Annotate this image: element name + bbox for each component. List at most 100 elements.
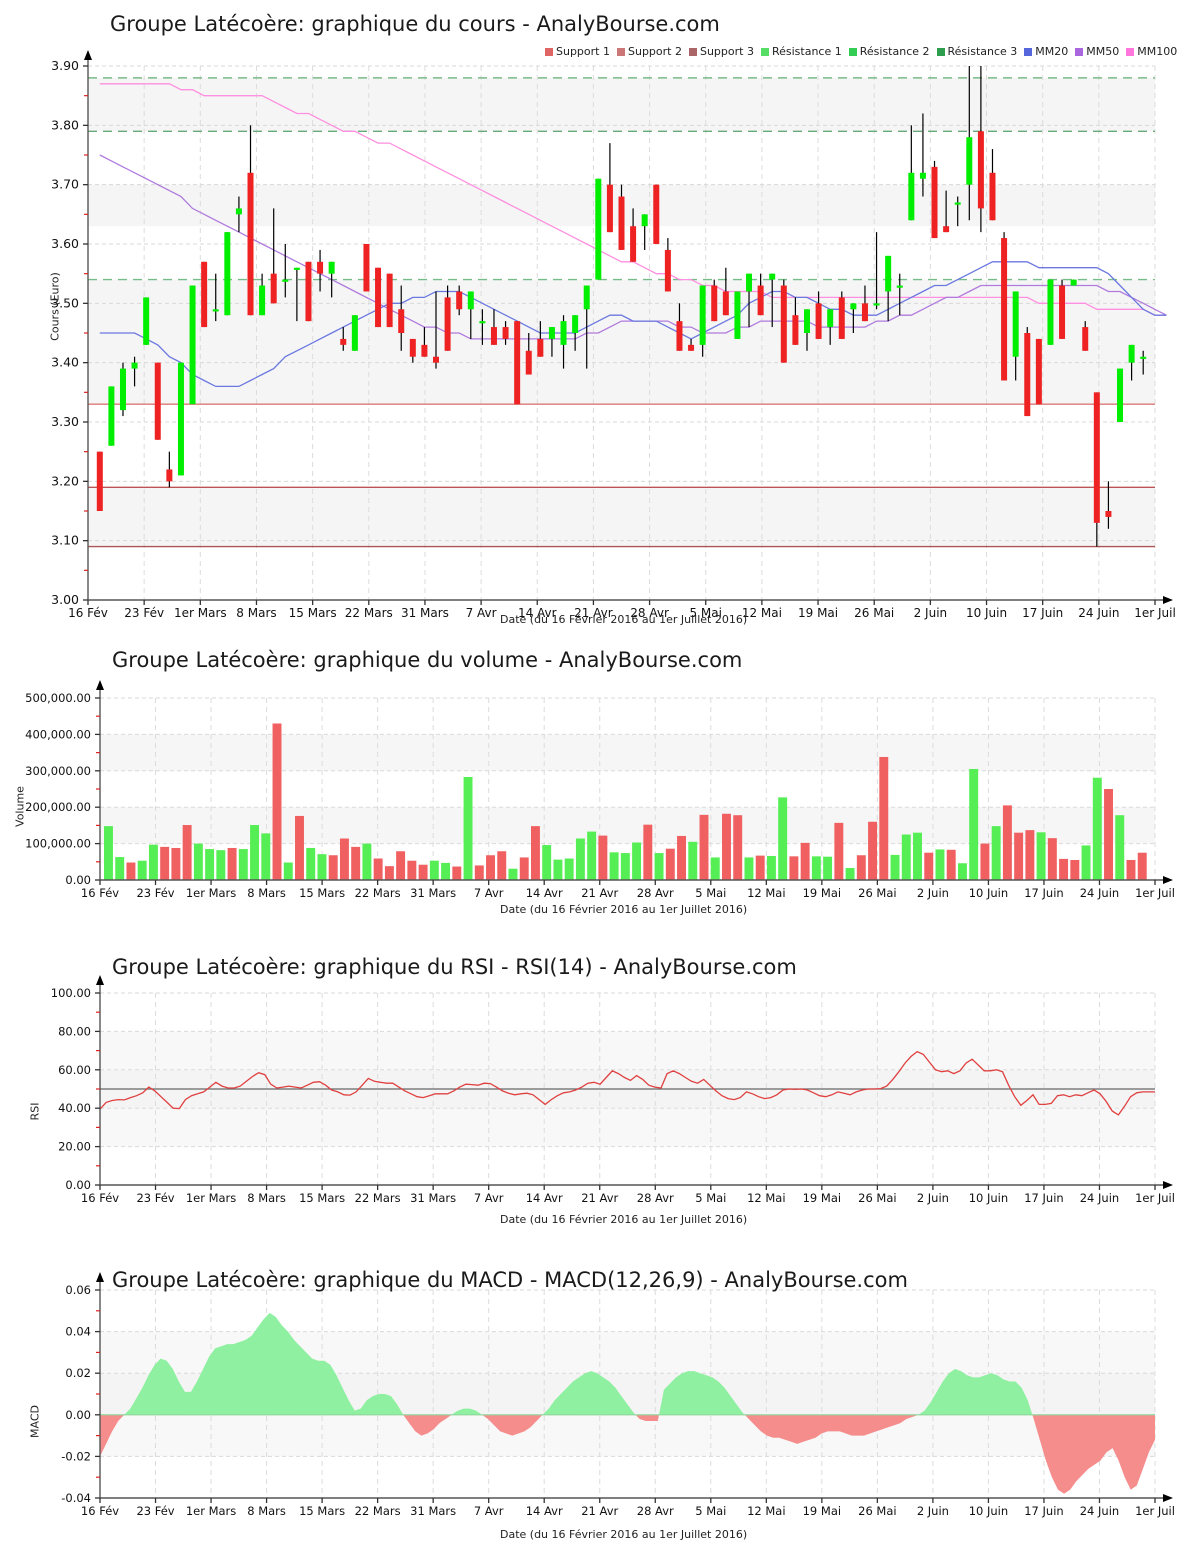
volume-bar[interactable] [890, 854, 900, 880]
candle[interactable] [363, 244, 370, 292]
candle[interactable] [433, 291, 440, 369]
volume-bar[interactable] [969, 768, 979, 880]
volume-bar[interactable] [497, 851, 507, 880]
candle[interactable] [606, 143, 613, 233]
volume-bar[interactable] [598, 835, 608, 880]
volume-bar[interactable] [935, 849, 945, 880]
volume-bar[interactable] [654, 853, 664, 880]
volume-bar[interactable] [137, 860, 147, 880]
volume-bar[interactable] [126, 862, 136, 880]
volume-bar[interactable] [632, 842, 642, 880]
volume-bar[interactable] [261, 833, 271, 880]
volume-bar[interactable] [1092, 777, 1102, 880]
candle[interactable] [456, 285, 463, 316]
candle[interactable] [583, 285, 590, 369]
volume-bar[interactable] [384, 866, 394, 880]
candle[interactable] [943, 190, 950, 233]
volume-bar[interactable] [407, 860, 417, 880]
volume-bar[interactable] [789, 856, 799, 880]
candle[interactable] [259, 273, 266, 316]
candle[interactable] [560, 315, 567, 369]
volume-bar[interactable] [800, 842, 810, 880]
legend-item-support-1[interactable]: Support 1 [545, 45, 610, 58]
volume-bar[interactable] [216, 850, 226, 880]
candle[interactable] [177, 362, 184, 476]
volume-bar[interactable] [328, 855, 338, 880]
volume-bar[interactable] [182, 825, 192, 880]
candle[interactable] [525, 333, 532, 375]
legend-item-mm20[interactable]: MM20 [1024, 45, 1068, 58]
candle[interactable] [398, 285, 405, 351]
volume-bar[interactable] [677, 835, 687, 880]
candle[interactable] [1093, 392, 1100, 547]
volume-bar[interactable] [564, 858, 574, 880]
candle[interactable] [1128, 344, 1135, 381]
candle[interactable] [1070, 279, 1077, 286]
volume-bar[interactable] [519, 857, 529, 880]
volume-bar[interactable] [868, 821, 878, 880]
volume-bar[interactable] [643, 824, 653, 880]
candle[interactable] [919, 113, 926, 197]
volume-bar[interactable] [429, 860, 439, 880]
candle[interactable] [467, 291, 474, 339]
candle[interactable] [746, 273, 753, 328]
legend-item-support-3[interactable]: Support 3 [688, 45, 754, 58]
candle[interactable] [838, 291, 845, 339]
candle[interactable] [328, 261, 335, 298]
volume-bar[interactable] [609, 852, 619, 880]
volume-bar[interactable] [924, 852, 934, 880]
volume-bar[interactable] [778, 797, 788, 880]
volume-bar[interactable] [441, 862, 451, 880]
legend-item-mm100[interactable]: MM100 [1126, 45, 1177, 58]
candle[interactable] [154, 362, 161, 440]
volume-bar[interactable] [362, 843, 372, 880]
candle[interactable] [386, 273, 393, 328]
candle[interactable] [1047, 279, 1054, 345]
volume-bar[interactable] [688, 841, 698, 880]
volume-bar[interactable] [1081, 845, 1091, 880]
legend-item-support-2[interactable]: Support 2 [616, 45, 682, 58]
volume-bar[interactable] [306, 847, 316, 880]
candle[interactable] [1001, 232, 1008, 381]
price-chart-svg[interactable]: 3.00 3.10 3.20 3.30 3.40 3.50 3.60 3.70 3.80 3.90… [0, 0, 1200, 640]
candle[interactable] [989, 149, 996, 221]
volume-bar[interactable] [901, 834, 911, 881]
volume-bar[interactable] [1059, 858, 1069, 880]
volume-bar[interactable] [1036, 832, 1046, 880]
volume-bar[interactable] [373, 858, 383, 880]
volume-bar[interactable] [845, 867, 855, 880]
candle[interactable] [850, 303, 857, 333]
volume-bar[interactable] [991, 826, 1001, 880]
volume-bar[interactable] [1126, 859, 1136, 880]
volume-bar[interactable] [946, 849, 956, 880]
candle[interactable] [409, 338, 416, 363]
volume-bar[interactable] [317, 854, 327, 880]
candle[interactable] [873, 232, 880, 310]
volume-bar[interactable] [238, 849, 248, 880]
volume-bar[interactable] [879, 756, 889, 880]
volume-bar[interactable] [1104, 789, 1113, 880]
volume-bar[interactable] [1014, 832, 1024, 880]
volume-bar[interactable] [160, 846, 170, 880]
candle[interactable] [224, 232, 231, 316]
candle[interactable] [931, 160, 938, 239]
candle[interactable] [769, 273, 776, 328]
candle[interactable] [212, 273, 219, 322]
volume-chart-svg[interactable]: 0.00 100,000.00 200,000.00 300,000.00 400,00… [0, 640, 1200, 940]
candle[interactable] [803, 309, 810, 351]
candle[interactable] [548, 327, 555, 357]
rsi-chart-svg[interactable]: 0.00 20.00 40.00 60.00 80.00 100.00 16 Fév 23 F… [0, 945, 1200, 1245]
candle[interactable] [618, 184, 625, 250]
volume-bar[interactable] [699, 814, 709, 880]
macd-chart-svg[interactable]: -0.04 -0.02 0.00 0.02 0.04 0.06 16 Fév 23 Fév 1e… [0, 1250, 1200, 1550]
candle[interactable] [317, 249, 324, 292]
candle[interactable] [131, 356, 138, 387]
volume-bar[interactable] [665, 848, 675, 880]
candle[interactable] [1082, 321, 1089, 351]
candle[interactable] [143, 297, 150, 345]
volume-bar[interactable] [148, 844, 158, 880]
volume-bar[interactable] [823, 856, 833, 880]
volume-bar[interactable] [811, 856, 821, 880]
legend-item-r-sistance-3[interactable]: Résistance 3 [936, 45, 1017, 58]
volume-bar[interactable] [418, 864, 428, 880]
